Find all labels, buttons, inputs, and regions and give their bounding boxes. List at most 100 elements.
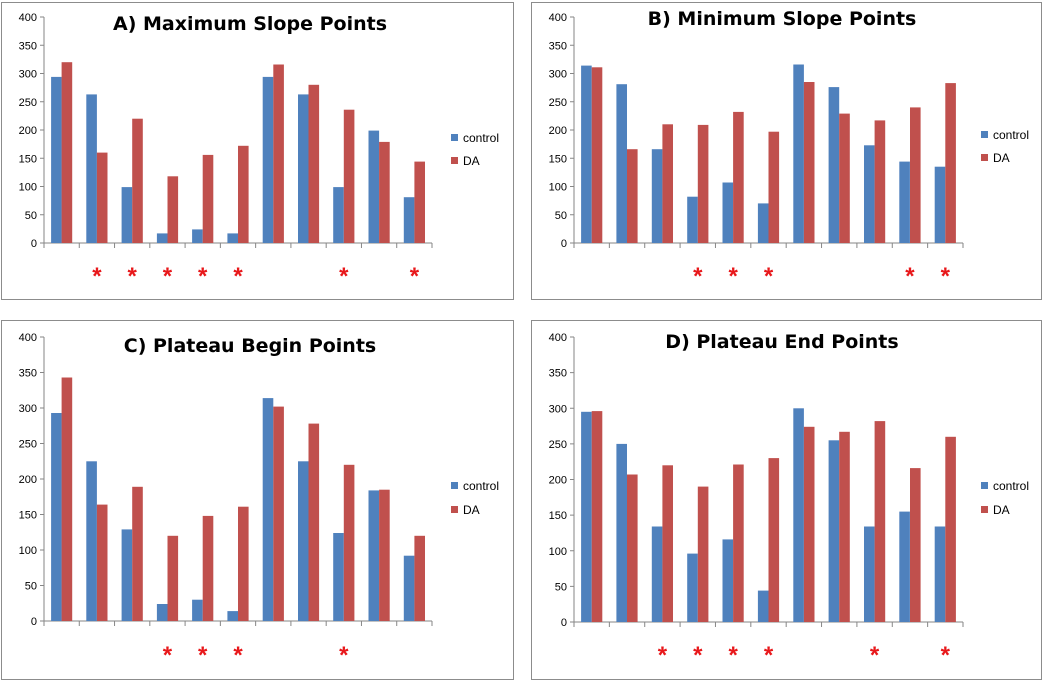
y-tick-label: 250: [19, 439, 37, 451]
bar-da-1: [591, 67, 603, 243]
bar-control-9: [333, 533, 344, 621]
legend-label-control: control: [463, 131, 499, 145]
bar-chart: D) Plateau End Points 0 50 100 150 200 250 300 3…: [549, 331, 1029, 669]
bar-control-10: [368, 130, 380, 243]
bar-control-2: [86, 461, 97, 622]
bar-control-9: [333, 187, 344, 243]
y-tick-label: 50: [555, 210, 567, 222]
y-tick-label: 250: [549, 97, 567, 109]
significance-star: *: [233, 642, 243, 669]
chart-panel-d: D) Plateau End Points 0 50 100 150 200 250 300 3…: [531, 320, 1042, 680]
legend-label-da: DA: [463, 503, 480, 517]
bar-control-4: [687, 196, 698, 243]
bar-control-8: [298, 94, 309, 244]
bar-control-4: [156, 233, 168, 243]
bar-da-9: [874, 120, 886, 243]
y-tick-label: 200: [549, 475, 567, 487]
bar-control-8: [298, 461, 309, 622]
bar-da-2: [627, 474, 638, 622]
legend-label-da: DA: [463, 154, 480, 168]
bar-control-5: [722, 539, 734, 622]
bar-control-6: [757, 590, 769, 622]
y-tick-label: 350: [549, 40, 567, 52]
bar-da-10: [379, 141, 390, 243]
y-tick-label: 300: [19, 69, 37, 81]
bar-control-1: [51, 413, 62, 621]
y-tick-label: 350: [549, 368, 567, 380]
bar-da-3: [662, 124, 673, 243]
y-tick-label: 200: [549, 125, 567, 137]
bar-control-2: [616, 443, 627, 622]
bar-control-11: [403, 197, 415, 243]
significance-star: *: [92, 263, 102, 290]
y-tick-label: 350: [19, 40, 37, 52]
y-tick-label: 50: [25, 210, 37, 222]
chart-title: D) Plateau End Points: [665, 331, 898, 353]
legend-label-da: DA: [993, 503, 1010, 517]
y-tick-label: 0: [561, 238, 567, 250]
bar-da-2: [96, 504, 108, 621]
y-tick-label: 150: [549, 510, 567, 522]
bar-da-5: [202, 154, 214, 243]
significance-star: *: [410, 263, 420, 290]
bar-da-6: [768, 458, 780, 622]
y-tick-label: 0: [31, 238, 37, 250]
legend-swatch-da: [981, 506, 988, 513]
bar-da-4: [697, 124, 709, 243]
significance-star: *: [728, 263, 738, 290]
significance-star: *: [339, 263, 349, 290]
bar-da-11: [945, 83, 956, 243]
significance-star: *: [941, 263, 951, 290]
bar-da-3: [662, 465, 673, 623]
bar-control-11: [403, 555, 415, 621]
bar-da-8: [839, 431, 850, 622]
y-tick-label: 100: [549, 546, 567, 558]
bar-da-5: [202, 515, 214, 621]
legend-label-control: control: [993, 479, 1029, 493]
bar-da-10: [910, 468, 921, 622]
bar-da-3: [132, 486, 143, 621]
y-tick-label: 100: [19, 182, 37, 194]
chart-title: C) Plateau Begin Points: [124, 335, 376, 357]
bar-control-7: [793, 408, 804, 623]
legend-label-da: DA: [993, 151, 1010, 165]
bar-da-10: [379, 489, 390, 621]
significance-star: *: [658, 642, 668, 669]
bar-control-1: [581, 411, 592, 622]
y-tick-label: 150: [19, 153, 37, 165]
bar-da-5: [733, 111, 744, 244]
bar-da-2: [627, 149, 638, 243]
y-tick-label: 300: [19, 403, 37, 415]
bar-control-5: [192, 599, 203, 621]
significance-star: *: [128, 263, 138, 290]
bar-control-7: [793, 64, 804, 243]
legend-swatch-da: [451, 506, 458, 513]
bar-da-11: [945, 436, 956, 623]
bar-da-4: [697, 486, 709, 622]
significance-star: *: [693, 263, 703, 290]
bar-control-8: [828, 87, 840, 243]
bar-control-7: [262, 398, 274, 621]
y-tick-label: 250: [549, 439, 567, 451]
bar-control-10: [899, 511, 910, 622]
bar-da-7: [803, 426, 815, 622]
bar-control-11: [934, 166, 946, 243]
legend-swatch-control: [451, 482, 458, 489]
chart-panel-a: A) Maximum Slope Points 0 50 100 150 200 250 30…: [1, 2, 514, 300]
significance-star: *: [764, 263, 774, 290]
bar-control-4: [687, 553, 698, 622]
y-tick-label: 350: [19, 368, 37, 380]
chart-title: A) Maximum Slope Points: [113, 13, 387, 35]
bar-control-10: [368, 490, 380, 621]
bar-da-8: [308, 84, 320, 243]
bar-da-4: [167, 535, 179, 621]
legend-swatch-da: [451, 157, 458, 164]
y-tick-label: 150: [19, 510, 37, 522]
bar-control-3: [651, 149, 663, 243]
legend-label-control: control: [993, 128, 1029, 142]
bar-da-6: [238, 506, 249, 621]
legend-swatch-control: [451, 134, 458, 141]
bar-da-11: [414, 535, 425, 621]
y-tick-label: 400: [19, 12, 37, 24]
bar-control-5: [192, 229, 203, 243]
